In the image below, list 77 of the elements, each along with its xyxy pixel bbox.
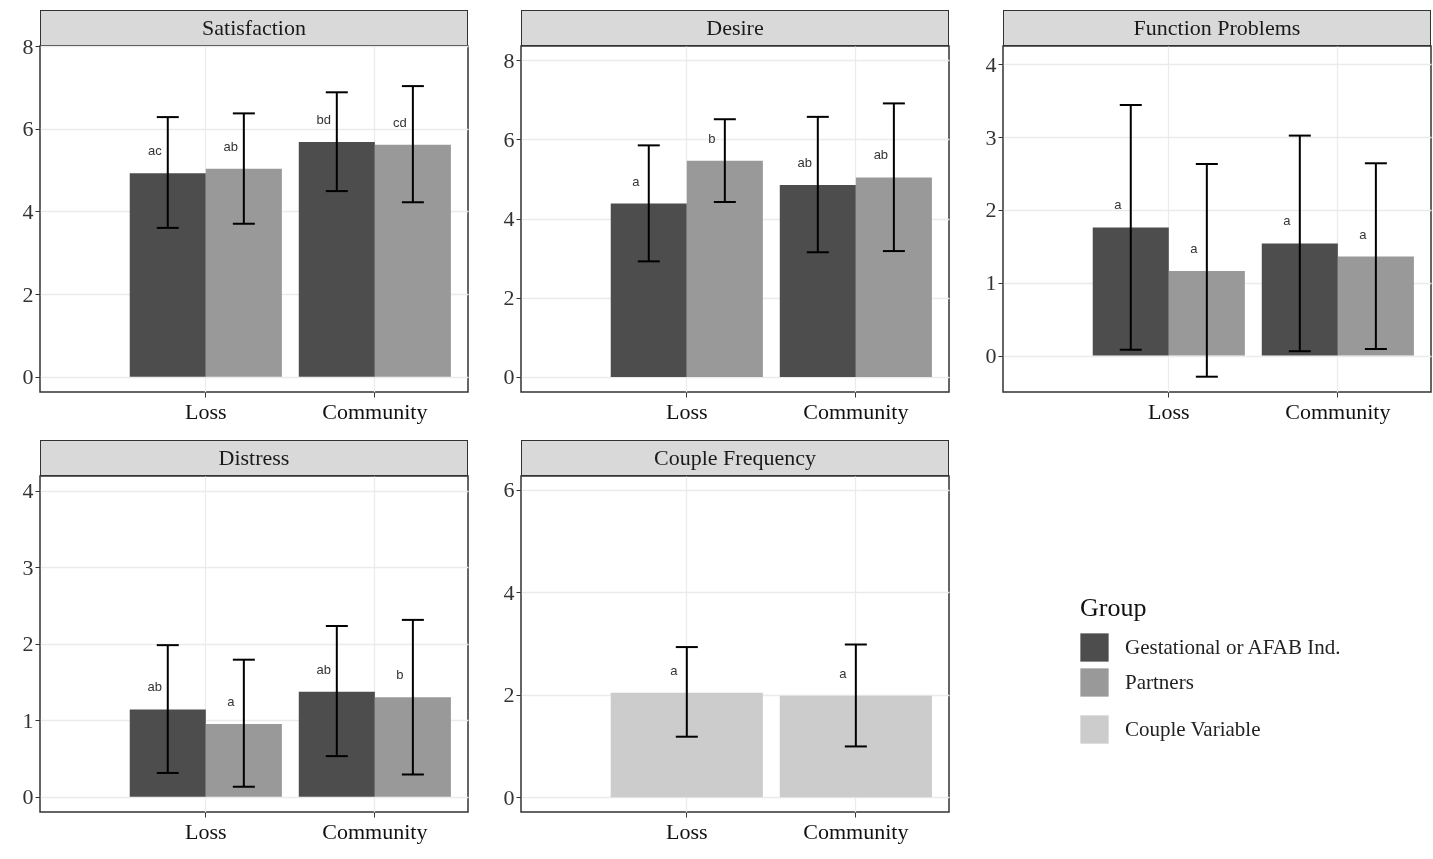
data-label: cd — [393, 114, 407, 130]
data-label: ab — [316, 661, 332, 677]
data-label: a — [1114, 197, 1123, 213]
y-tick-label: 4 — [503, 579, 515, 605]
x-tick-label: Loss — [185, 398, 227, 424]
y-tick-label: 0 — [22, 784, 34, 810]
x-tick-label: Community — [1285, 398, 1391, 424]
legend-label: Couple Variable — [1125, 716, 1261, 741]
data-label: bd — [316, 111, 332, 127]
y-tick-label: 6 — [503, 477, 515, 503]
y-tick-label: 1 — [985, 270, 997, 296]
data-label: ab — [147, 679, 163, 695]
y-tick-label: 4 — [22, 478, 34, 504]
data-label: ab — [223, 138, 239, 154]
bar — [374, 144, 451, 377]
y-tick-label: 2 — [985, 197, 997, 223]
legend-label: Gestational or AFAB Ind. — [1125, 634, 1341, 659]
data-label: a — [1359, 226, 1368, 242]
bar — [205, 168, 282, 377]
legend-title: Group — [1080, 593, 1147, 622]
data-label: a — [670, 662, 679, 678]
x-tick-label: Loss — [1148, 398, 1190, 424]
y-tick-label: 3 — [985, 124, 997, 150]
data-label: a — [1283, 213, 1292, 229]
chart-title: Couple Frequency — [521, 440, 949, 476]
bar — [1337, 256, 1414, 356]
data-label: ab — [797, 154, 813, 170]
bar — [298, 141, 375, 377]
x-tick-label: Loss — [666, 398, 708, 424]
bar — [205, 723, 282, 797]
y-tick-label: 4 — [985, 51, 997, 77]
bar — [1092, 227, 1169, 356]
bar — [686, 160, 763, 377]
y-tick-label: 0 — [22, 364, 34, 390]
bar — [1261, 243, 1338, 356]
y-tick-label: 4 — [22, 198, 34, 224]
bar — [1168, 271, 1245, 356]
bar — [129, 173, 206, 377]
y-tick-label: 0 — [503, 784, 515, 810]
y-tick-label: 6 — [503, 126, 515, 152]
y-tick-label: 0 — [503, 364, 515, 390]
y-tick-label: 2 — [22, 281, 34, 307]
y-tick-label: 6 — [22, 116, 34, 142]
x-tick-label: Community — [803, 818, 909, 844]
y-tick-label: 8 — [22, 33, 34, 59]
bar — [374, 697, 451, 797]
y-tick-label: 0 — [985, 343, 997, 369]
bar — [855, 177, 932, 377]
chart-title: Satisfaction — [40, 10, 468, 46]
bar — [610, 203, 687, 377]
chart-title: Desire — [521, 10, 949, 46]
data-label: ab — [873, 147, 889, 163]
data-label: a — [632, 173, 641, 189]
y-tick-label: 8 — [503, 47, 515, 73]
y-tick-label: 2 — [503, 682, 515, 708]
x-tick-label: Loss — [666, 818, 708, 844]
y-tick-label: 2 — [22, 631, 34, 657]
x-tick-label: Community — [322, 818, 428, 844]
chart-title: Distress — [40, 440, 468, 476]
data-label: b — [708, 130, 716, 146]
x-tick-label: Loss — [185, 818, 227, 844]
y-tick-label: 4 — [503, 206, 515, 232]
bar — [779, 184, 856, 377]
data-label: a — [839, 665, 848, 681]
chart-title: Function Problems — [1003, 10, 1431, 46]
y-tick-label: 3 — [22, 554, 34, 580]
data-label: a — [1190, 241, 1199, 257]
bar — [298, 691, 375, 797]
x-tick-label: Community — [803, 398, 909, 424]
bar — [129, 709, 206, 797]
y-tick-label: 1 — [22, 707, 34, 733]
data-label: a — [227, 693, 236, 709]
data-label: ac — [147, 143, 163, 159]
x-tick-label: Community — [322, 398, 428, 424]
legend-label: Partners — [1125, 669, 1194, 694]
y-tick-label: 2 — [503, 285, 515, 311]
data-label: b — [396, 667, 404, 683]
